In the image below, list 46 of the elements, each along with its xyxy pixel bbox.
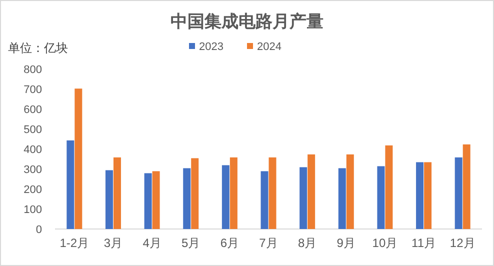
x-tick-label: 9月 bbox=[336, 236, 356, 250]
text: 单位：亿块 bbox=[8, 41, 68, 55]
x-tick-label: 6月 bbox=[220, 236, 240, 250]
y-tick-label: 800 bbox=[24, 64, 42, 76]
bar bbox=[191, 158, 199, 229]
bar bbox=[66, 140, 74, 229]
bar bbox=[462, 144, 470, 229]
bar bbox=[385, 145, 393, 229]
legend-label: 2023 bbox=[199, 41, 224, 53]
bar bbox=[222, 165, 230, 229]
bar bbox=[260, 171, 268, 229]
bar bbox=[268, 157, 276, 229]
y-tick-label: 500 bbox=[24, 124, 42, 136]
y-tick-label: 700 bbox=[24, 84, 42, 96]
bar bbox=[416, 162, 424, 229]
bar bbox=[105, 170, 113, 229]
x-tick-label: 7月 bbox=[259, 236, 278, 250]
x-tick-label: 5月 bbox=[182, 236, 200, 250]
y-tick-label: 100 bbox=[24, 204, 42, 216]
legend-label: 2024 bbox=[257, 41, 282, 53]
bar bbox=[346, 154, 354, 229]
bar bbox=[308, 154, 316, 229]
bar bbox=[144, 173, 152, 229]
chart-title: 中国集成电路月产量 bbox=[170, 12, 324, 32]
y-tick-label: 200 bbox=[24, 184, 42, 196]
x-tick-label: 8月 bbox=[298, 236, 317, 250]
y-tick-label: 600 bbox=[24, 104, 42, 116]
x-tick-label: 11月 bbox=[412, 236, 436, 250]
bar bbox=[152, 171, 160, 229]
x-tick-label: 3月 bbox=[104, 236, 123, 250]
bar bbox=[74, 88, 82, 229]
x-tick-label: 1-2月 bbox=[60, 236, 90, 250]
bar bbox=[424, 162, 432, 229]
bar bbox=[377, 166, 385, 229]
bar bbox=[183, 168, 191, 229]
bar bbox=[300, 167, 308, 229]
y-tick-label: 300 bbox=[24, 164, 42, 176]
bar bbox=[338, 168, 346, 229]
y-tick-label: 400 bbox=[24, 144, 42, 156]
y-tick-label: 0 bbox=[36, 224, 42, 236]
x-tick-label: 12月 bbox=[450, 236, 476, 250]
bar bbox=[454, 157, 462, 229]
x-tick-label: 4月 bbox=[142, 236, 162, 250]
bar bbox=[113, 157, 121, 229]
bar bbox=[230, 157, 238, 229]
x-tick-label: 10月 bbox=[372, 236, 398, 250]
